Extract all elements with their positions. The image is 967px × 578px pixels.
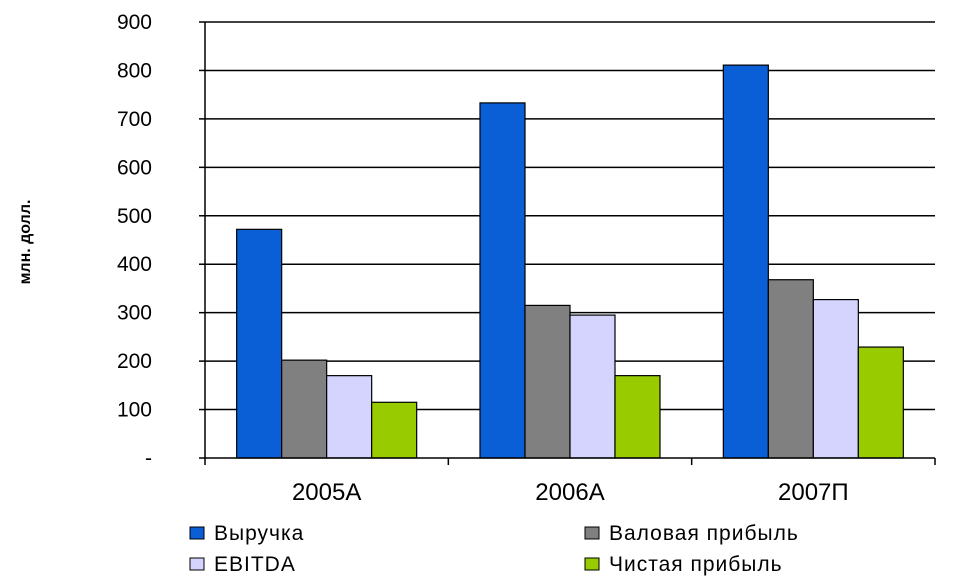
bar-Выручка-2005A: [236, 228, 283, 459]
x-tick-label: 2005A: [292, 479, 361, 506]
legend-label: Чистая прибыль: [609, 553, 783, 576]
legend-label: Валовая прибыль: [609, 522, 799, 545]
y-axis-ticks: 900 800 700 600 500 400 300 200 100 -: [117, 11, 205, 470]
bar-Чистая прибыль-2005A: [371, 401, 418, 459]
bar-Валовая прибыль-2007П: [767, 279, 814, 459]
bar-Валовая прибыль-2005A: [281, 359, 328, 459]
x-tick-label: 2007П: [778, 479, 849, 506]
legend-swatch: [584, 526, 600, 540]
y-tick-label: -: [145, 447, 152, 470]
bar-Чистая прибыль-2007П: [857, 346, 904, 459]
y-axis-title: млн. долл.: [17, 200, 34, 285]
bar-EBITDA-2007П: [812, 298, 859, 459]
bar-Чистая прибыль-2006A: [614, 375, 661, 459]
legend-swatch: [189, 557, 205, 571]
legend-label: EBITDA: [214, 553, 296, 576]
y-tick-label: 100: [117, 399, 152, 422]
bar-EBITDA-2005A: [326, 375, 373, 459]
bars: [236, 64, 904, 459]
y-tick-label: 700: [117, 108, 152, 131]
y-tick-label: 600: [117, 156, 152, 179]
bar-Выручка-2006A: [479, 102, 526, 459]
y-tick-label: 800: [117, 59, 152, 82]
y-tick-label: 900: [117, 11, 152, 34]
legend: Выручка Валовая прибыль EBITDA Чистая прибы…: [189, 522, 799, 576]
y-tick-label: 400: [117, 253, 152, 276]
axes: [204, 22, 935, 459]
legend-swatch: [584, 557, 600, 571]
bar-Валовая прибыль-2006A: [524, 304, 571, 459]
x-axis-labels: 2005A 2006A 2007П: [204, 458, 936, 506]
bar-Выручка-2007П: [722, 64, 769, 459]
x-tick-label: 2006A: [535, 479, 604, 506]
y-tick-label: 500: [117, 205, 152, 228]
y-tick-label: 300: [117, 302, 152, 325]
y-tick-label: 200: [117, 350, 152, 373]
legend-label: Выручка: [214, 522, 304, 545]
legend-swatch: [189, 526, 205, 540]
bar-EBITDA-2006A: [569, 314, 616, 459]
